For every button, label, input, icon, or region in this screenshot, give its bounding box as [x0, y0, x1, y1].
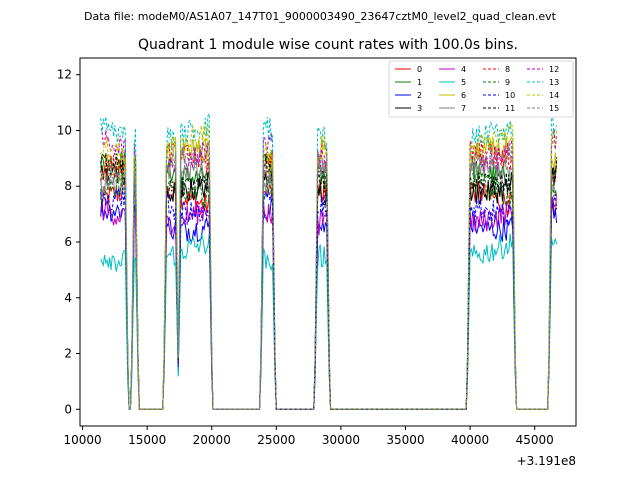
legend-label-8: 8: [505, 65, 510, 74]
legend-label-3: 3: [417, 104, 422, 113]
y-tick-label: 8: [64, 179, 72, 193]
series-line-15: [100, 144, 558, 410]
chart-title: Quadrant 1 module wise count rates with …: [138, 37, 518, 53]
y-tick-label: 2: [64, 347, 72, 361]
legend-frame: [388, 60, 574, 118]
legend-label-10: 10: [505, 91, 515, 100]
x-tick-label: 40000: [451, 433, 489, 447]
legend-label-12: 12: [549, 65, 559, 74]
figure-suptitle: Data file: modeM0/AS1A07_147T01_90000034…: [84, 10, 557, 23]
y-tick-label: 12: [57, 68, 72, 82]
legend-label-11: 11: [505, 104, 515, 113]
y-axis: 0 2 4 6 8 10 12: [57, 68, 80, 416]
x-tick-label: 15000: [128, 433, 166, 447]
y-tick-label: 10: [57, 123, 72, 137]
legend-label-2: 2: [417, 91, 422, 100]
x-tick-label: 20000: [193, 433, 231, 447]
series-line-8: [100, 140, 558, 410]
x-tick-label: 35000: [386, 433, 424, 447]
y-tick-label: 4: [64, 291, 72, 305]
legend-label-1: 1: [417, 78, 422, 87]
legend-label-14: 14: [549, 91, 559, 100]
x-tick-label: 25000: [257, 433, 295, 447]
legend-label-0: 0: [417, 65, 422, 74]
x-axis-offset-label: +3.191e8: [517, 454, 576, 468]
legend-label-13: 13: [549, 78, 559, 87]
legend-label-5: 5: [461, 78, 466, 87]
x-tick-label: 10000: [63, 433, 101, 447]
legend-label-15: 15: [549, 104, 559, 113]
y-tick-label: 0: [64, 402, 72, 416]
x-tick-label: 30000: [322, 433, 360, 447]
series-layer: [100, 111, 558, 410]
x-axis: 10000 15000 20000 25000 30000 35000 40000 45000: [63, 426, 554, 447]
x-tick-label: 45000: [516, 433, 554, 447]
legend-label-9: 9: [505, 78, 510, 87]
legend-label-7: 7: [461, 104, 466, 113]
legend-label-4: 4: [461, 65, 466, 74]
legend-label-6: 6: [461, 91, 466, 100]
y-tick-label: 6: [64, 235, 72, 249]
